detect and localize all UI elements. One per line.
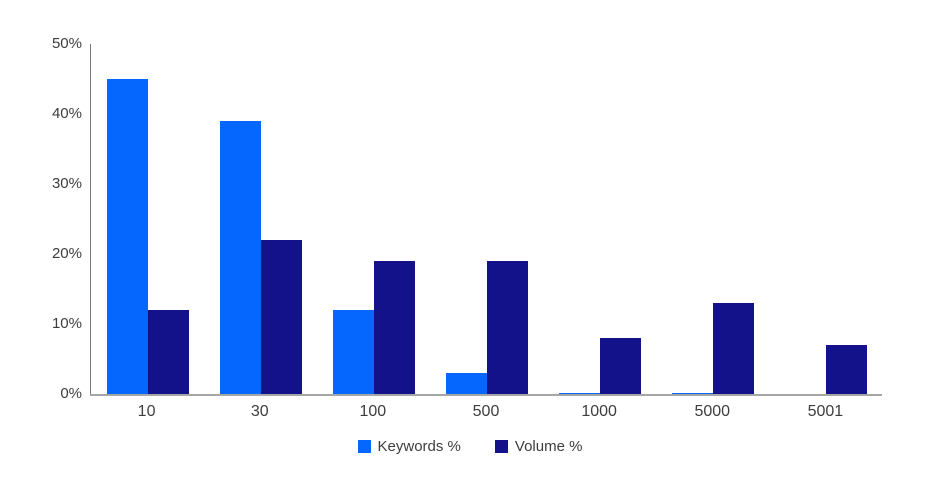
bar-volume-5000 [713,303,755,394]
y-tick-label: 50% [51,35,82,52]
x-tick-label-5001: 5001 [807,403,844,420]
bar-keywords-1000 [559,392,601,394]
bar-groups [91,44,883,394]
legend-swatch-icon [494,440,508,453]
y-tick-label: 10% [51,315,82,332]
x-axis: 10 30 100 500 1000 5000 5001 [90,403,882,421]
x-tick-label-500: 500 [472,403,500,420]
bar-keywords-100 [332,310,374,394]
bar-group-10 [91,44,204,394]
legend-swatch-icon [357,440,371,453]
y-tick-label: 0% [60,385,82,402]
bar-volume-30 [260,240,302,394]
bar-keywords-500 [445,373,487,394]
bar-keywords-10 [106,79,148,394]
bar-group-5001 [770,44,883,394]
bar-group-5000 [657,44,770,394]
x-tick-label-100: 100 [359,403,387,420]
legend-label: Keywords % [377,438,461,455]
x-tick-label-10: 10 [137,403,156,420]
bar-group-100 [317,44,430,394]
bar-keywords-5000 [672,392,714,394]
x-tick-label-30: 30 [250,403,269,420]
bar-group-500 [430,44,543,394]
bar-volume-10 [147,310,189,394]
bar-keywords-30 [219,121,261,394]
x-tick-label-5000: 5000 [694,403,731,420]
y-tick-label: 30% [51,175,82,192]
bar-group-1000 [544,44,657,394]
bar-volume-5001 [826,345,868,394]
legend-item-volume: Volume % [494,438,583,455]
y-tick-label: 20% [51,245,82,262]
y-axis: 0% 10% 20% 30% 40% 50% [0,0,82,495]
bar-volume-500 [486,261,528,394]
legend-item-keywords: Keywords % [357,438,461,455]
bar-group-30 [204,44,317,394]
x-tick-label-1000: 1000 [581,403,617,420]
legend-label: Volume % [514,438,583,455]
bar-volume-100 [373,261,415,394]
x-axis-line [90,394,882,396]
legend: Keywords % Volume % [0,438,940,455]
y-tick-label: 40% [51,105,82,122]
bar-volume-1000 [600,338,642,394]
plot-area [90,44,883,394]
